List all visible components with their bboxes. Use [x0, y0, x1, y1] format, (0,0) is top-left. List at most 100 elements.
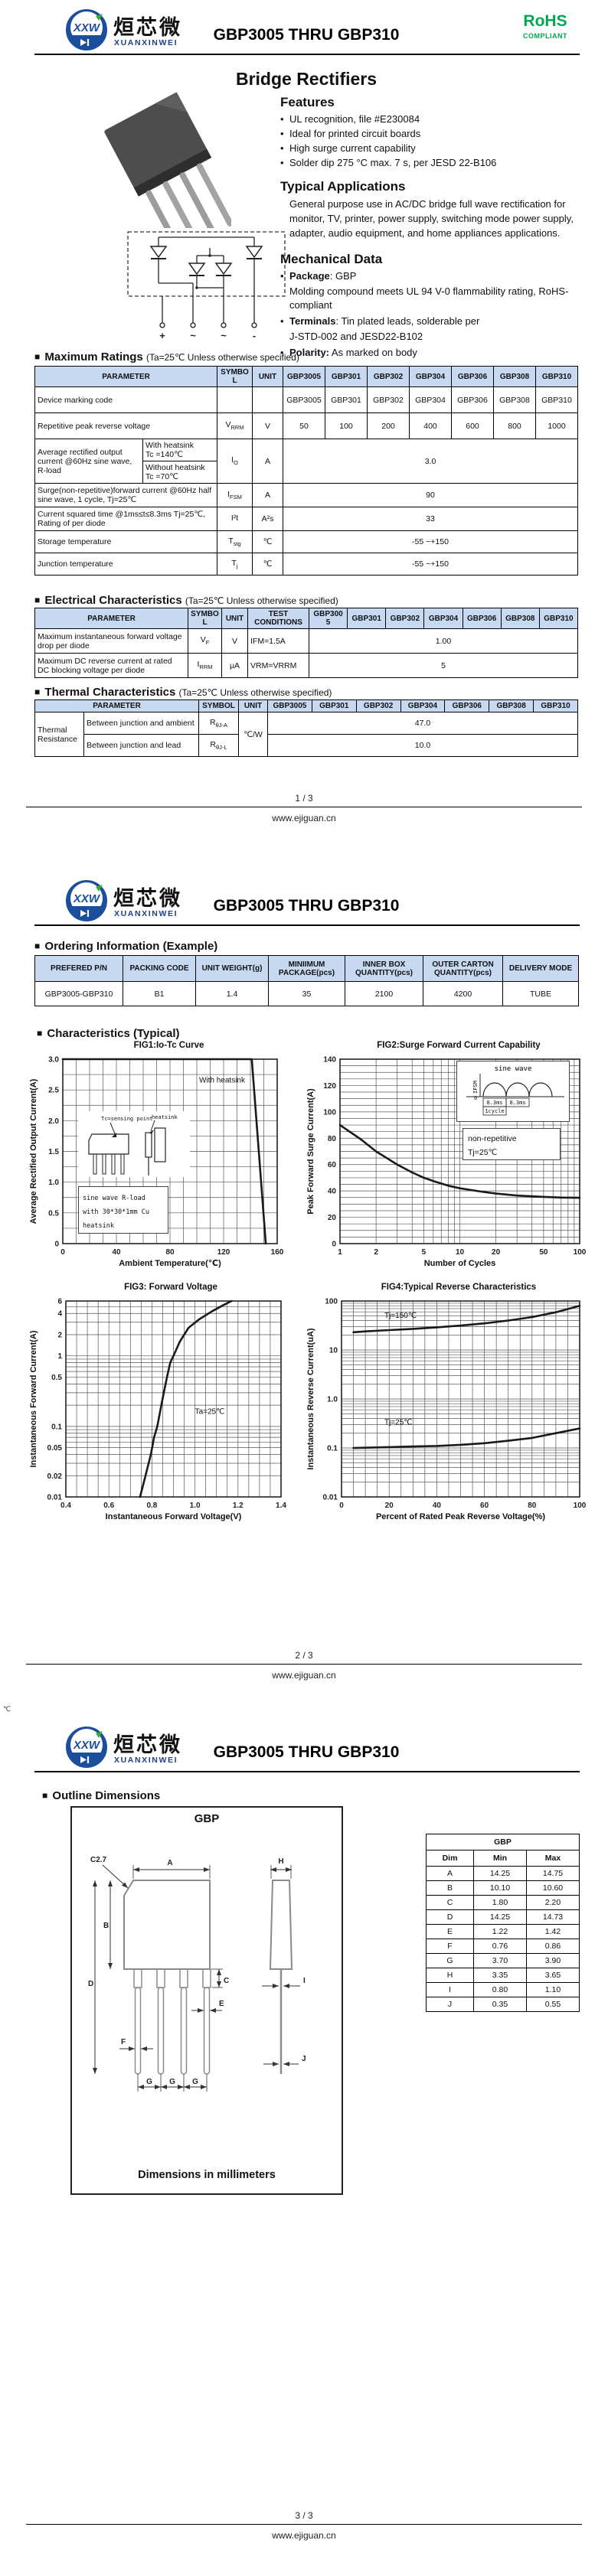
svg-text:100: 100 — [323, 1108, 336, 1117]
svg-text:100: 100 — [574, 1502, 587, 1510]
page2-header: XXW 烜芯微 XUANXINWEI GBP3005 THRU GBP310 — [0, 876, 608, 931]
svg-text:40: 40 — [433, 1502, 442, 1510]
table-row: C 1.80 2.20 — [426, 1895, 580, 1910]
chart-fig4: FIG4:Typical Reverse Characteristics 0 20… — [305, 1283, 587, 1526]
table-row: I 0.80 1.10 — [426, 1982, 580, 1997]
brand-name-en: XUANXINWEI — [114, 909, 178, 918]
outline-package-label: GBP — [194, 1812, 220, 1825]
table-row: H 3.35 3.65 — [426, 1968, 580, 1983]
svg-text:0.8: 0.8 — [146, 1502, 157, 1510]
svg-text:C: C — [224, 1977, 229, 1985]
svg-text:8.3ms: 8.3ms — [486, 1100, 502, 1106]
svg-text:E: E — [219, 2000, 224, 2008]
svg-text:2.0: 2.0 — [48, 1117, 59, 1126]
svg-text:20: 20 — [328, 1214, 337, 1222]
dimensions-table: GBP Dim Min Max A 14.25 14.75 B 10.10 10.60 … — [426, 1834, 580, 2012]
outline-heading: Outline Dimensions — [42, 1789, 160, 1802]
brand-name-cn: 烜芯微 — [113, 16, 182, 39]
table-row: Surge(non-repetitive)forward current @60… — [34, 483, 578, 507]
svg-text:6: 6 — [57, 1298, 62, 1306]
svg-text:0.5: 0.5 — [51, 1374, 62, 1382]
feature-item: UL recognition, file #E230084 — [280, 113, 596, 125]
svg-text:10: 10 — [329, 1347, 338, 1355]
svg-text:0.1: 0.1 — [51, 1423, 62, 1431]
svg-text:0: 0 — [332, 1241, 336, 1249]
svg-text:2: 2 — [374, 1248, 378, 1257]
table-row: G 3.70 3.90 — [426, 1953, 580, 1968]
svg-text:0.6: 0.6 — [103, 1502, 114, 1510]
logo-xxw-text: XXW — [73, 21, 101, 34]
svg-text:A: A — [167, 1859, 172, 1867]
svg-text:I: I — [303, 1977, 306, 1985]
fig2-waveform: sine wave IFSM 0 8.3ms 8.3ms 1cycle — [456, 1061, 570, 1122]
page-break-artifact: ℃ — [3, 1705, 11, 1713]
svg-text:40: 40 — [328, 1188, 337, 1196]
chart-fig1: FIG1:Io-Tc Curve 0 40 80 120 160 0 0.5 1.0 1.5 2.… — [28, 1041, 284, 1273]
features-heading: Features — [280, 95, 335, 109]
svg-text:IFSM: IFSM — [472, 1081, 479, 1094]
chart-fig3: FIG3: Forward Voltage 0.4 0.6 0.8 1.0 1.2 1.4… — [28, 1283, 288, 1526]
svg-text:1cycle: 1cycle — [485, 1108, 504, 1114]
table-row: Device marking code GBP3005 GBP301 GBP302… — [34, 386, 578, 413]
table-row: Thermal Resistance Between junction and … — [34, 712, 578, 757]
page1-right-column: Features UL recognition, file #E230084 I… — [280, 95, 596, 369]
svg-text:1.2: 1.2 — [233, 1502, 244, 1510]
svg-text:Peak Forward Surge Current(A): Peak Forward Surge Current(A) — [306, 1088, 315, 1215]
svg-text:Ta=25℃: Ta=25℃ — [195, 1408, 225, 1417]
bridge-schematic: + ~ ~ - — [127, 231, 286, 341]
table-header-row: PARAMETER SYMBOL UNIT TEST CONDITIONS GBP30… — [34, 608, 579, 629]
page-number: 2 / 3 — [295, 1650, 313, 1661]
fig3-title: FIG3: Forward Voltage — [124, 1283, 217, 1292]
svg-text:1: 1 — [338, 1248, 342, 1257]
site-link[interactable]: www.ejiguan.cn — [272, 1670, 336, 1681]
terminal-minus-label: - — [253, 330, 256, 341]
outline-drawing: C2.7 A B D C — [88, 1856, 306, 2092]
svg-text:1: 1 — [57, 1352, 62, 1361]
brand-name-cn: 烜芯微 — [113, 1733, 182, 1756]
svg-text:Instantaneous Forward Current(: Instantaneous Forward Current(A) — [29, 1330, 38, 1467]
ordering-table: PREFERED P/N PACKING CODE UNIT WEIGHT(g) M… — [34, 955, 579, 1006]
svg-text:4: 4 — [57, 1310, 62, 1319]
site-link[interactable]: www.ejiguan.cn — [272, 813, 336, 823]
svg-text:XXW: XXW — [73, 892, 101, 905]
header-rule — [34, 1771, 580, 1772]
fig4-plot: 0 20 40 60 80 100 0.01 0.1 1.0 10 100 Percent of Ra… — [306, 1298, 587, 1522]
mechanical-item-extra: J-STD-002 and JESD22-B102 — [289, 330, 423, 342]
product-photo — [104, 92, 231, 228]
site-link[interactable]: www.ejiguan.cn — [272, 2530, 336, 2541]
fig1-note: sine wave R-load with 30*30*1mm Cu heats… — [78, 1186, 168, 1234]
page1-footer: 1 / 3 www.ejiguan.cn — [0, 793, 608, 823]
brand-name-en: XUANXINWEI — [114, 38, 178, 47]
page-number: 3 / 3 — [295, 2510, 313, 2521]
svg-text:1.0: 1.0 — [48, 1179, 59, 1187]
svg-text:C2.7: C2.7 — [90, 1856, 107, 1864]
table-row: Between junction and lead RθJ-L 10.0 — [35, 734, 578, 757]
svg-text:100: 100 — [574, 1248, 587, 1257]
rohs-label: RoHS — [523, 12, 567, 30]
svg-text:heatsink: heatsink — [152, 1114, 178, 1120]
svg-text:0: 0 — [474, 1095, 477, 1101]
svg-text:160: 160 — [271, 1248, 284, 1257]
svg-text:5: 5 — [422, 1248, 427, 1257]
applications-heading: Typical Applications — [280, 179, 406, 194]
brand-logo-icon: XXW — [66, 880, 107, 921]
table-row: Repetitive peak reverse voltage VRRM V 5… — [34, 412, 578, 439]
table-row: Maximum DC reverse current at rated DC b… — [34, 653, 578, 678]
svg-text:XXW: XXW — [73, 1739, 101, 1752]
logo-green-accent — [96, 14, 103, 21]
svg-text:D: D — [88, 1980, 93, 1988]
table-row: Maximum instantaneous forward voltage dr… — [34, 628, 578, 654]
svg-text:G: G — [146, 2078, 152, 2086]
table-row: Current squared time @1ms≤t≤8.3ms Tj=25℃… — [34, 507, 578, 531]
page3-header: XXW 烜芯微 XUANXINWEI GBP3005 THRU GBP310 — [0, 1722, 608, 1777]
svg-text:0.02: 0.02 — [47, 1472, 63, 1481]
feature-item: Ideal for printed circuit boards — [280, 128, 596, 139]
svg-text:J: J — [302, 2055, 306, 2063]
svg-text:40: 40 — [112, 1248, 121, 1257]
outline-drawing-box: GBP C2.7 A B D — [70, 1806, 343, 2195]
svg-text:60: 60 — [480, 1502, 489, 1510]
electrical-heading: Electrical Characteristics (Ta=25℃ Unles… — [34, 594, 338, 607]
svg-text:Tj=25℃: Tj=25℃ — [384, 1418, 413, 1427]
